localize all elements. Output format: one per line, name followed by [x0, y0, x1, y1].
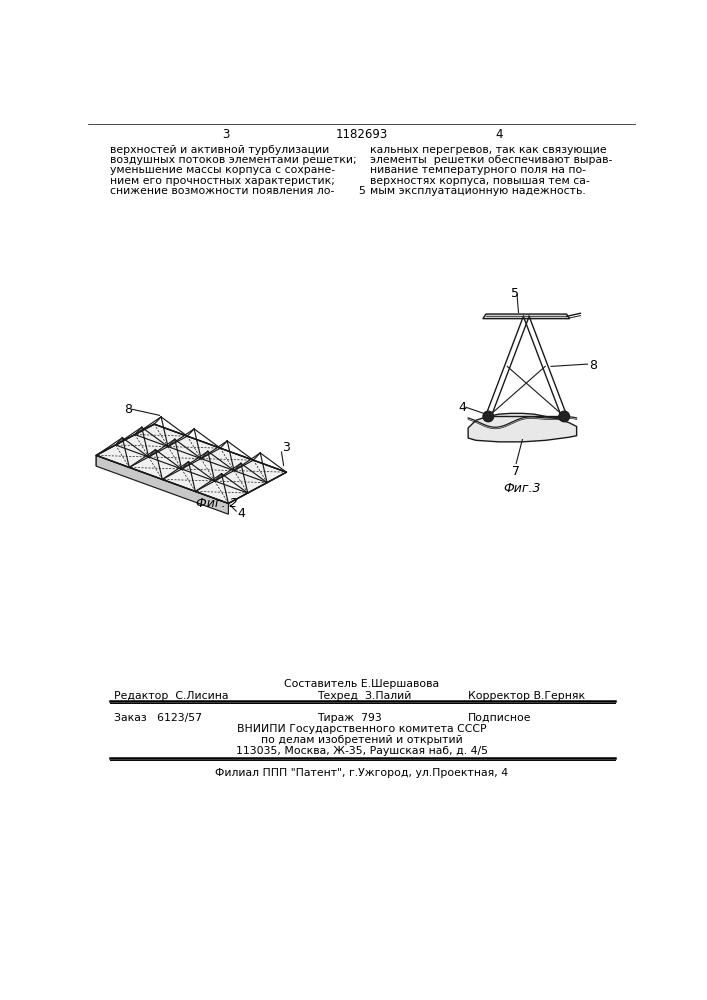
Text: Техред  З.Палий: Техред З.Палий: [317, 691, 411, 701]
Text: верхностях корпуса, повышая тем са-: верхностях корпуса, повышая тем са-: [370, 176, 590, 186]
Text: 5: 5: [358, 186, 365, 196]
Polygon shape: [468, 413, 577, 442]
Text: 4: 4: [459, 401, 467, 414]
Text: Корректор В.Герняк: Корректор В.Герняк: [468, 691, 585, 701]
Text: нием его прочностных характеристик;: нием его прочностных характеристик;: [110, 176, 335, 186]
Text: 8: 8: [124, 403, 132, 416]
Text: Фиг. 2: Фиг. 2: [196, 497, 237, 510]
Text: Тираж  793: Тираж 793: [317, 713, 382, 723]
Text: 7: 7: [513, 465, 520, 478]
Polygon shape: [483, 314, 570, 319]
Text: 5: 5: [510, 287, 519, 300]
Text: уменьшение массы корпуса с сохране-: уменьшение массы корпуса с сохране-: [110, 165, 335, 175]
Text: снижение возможности появления ло-: снижение возможности появления ло-: [110, 186, 334, 196]
Text: по делам изобретений и открытий: по делам изобретений и открытий: [261, 735, 463, 745]
Text: верхностей и активной турбулизации: верхностей и активной турбулизации: [110, 145, 329, 155]
Text: 3: 3: [282, 441, 290, 454]
Text: 4: 4: [496, 128, 503, 141]
Text: нивание температурного поля на по-: нивание температурного поля на по-: [370, 165, 586, 175]
Text: элементы  решетки обеспечивают вырав-: элементы решетки обеспечивают вырав-: [370, 155, 612, 165]
Text: 8: 8: [589, 359, 597, 372]
Text: 113035, Москва, Ж-35, Раушская наб, д. 4/5: 113035, Москва, Ж-35, Раушская наб, д. 4…: [236, 746, 488, 756]
Text: 3: 3: [222, 128, 229, 141]
Polygon shape: [96, 424, 286, 503]
Text: Подписное: Подписное: [468, 713, 532, 723]
Text: Заказ   6123/57: Заказ 6123/57: [114, 713, 202, 723]
Text: Составитель Е.Шершавова: Составитель Е.Шершавова: [284, 679, 440, 689]
Polygon shape: [96, 455, 228, 514]
Circle shape: [559, 411, 570, 422]
Circle shape: [483, 411, 493, 422]
Text: 1182693: 1182693: [336, 128, 388, 141]
Text: Филиал ППП "Патент", г.Ужгород, ул.Проектная, 4: Филиал ППП "Патент", г.Ужгород, ул.Проек…: [216, 768, 508, 778]
Text: Фиг.3: Фиг.3: [503, 482, 541, 495]
Text: кальных перегревов, так как связующие: кальных перегревов, так как связующие: [370, 145, 607, 155]
Text: мым эксплуатационную надежность.: мым эксплуатационную надежность.: [370, 186, 585, 196]
Text: воздушных потоков элементами решетки;: воздушных потоков элементами решетки;: [110, 155, 357, 165]
Polygon shape: [96, 424, 154, 466]
Text: 4: 4: [238, 507, 245, 520]
Text: ВНИИПИ Государственного комитета СССР: ВНИИПИ Государственного комитета СССР: [237, 724, 486, 734]
Text: Редактор  С.Лисина: Редактор С.Лисина: [114, 691, 228, 701]
